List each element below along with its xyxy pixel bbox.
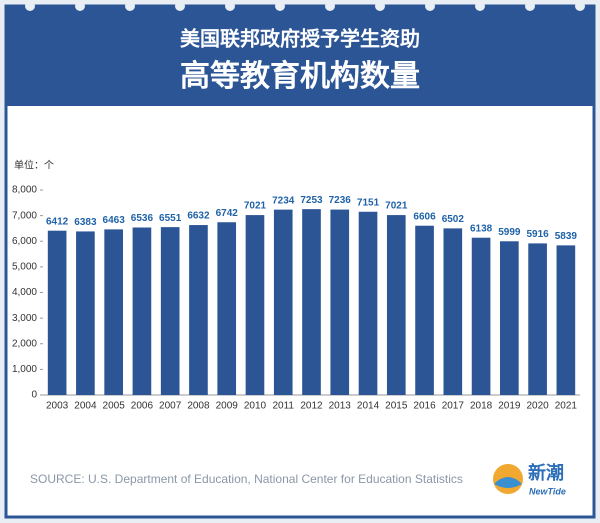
y-tick-label: 6,000	[12, 236, 37, 247]
value-label: 7234	[272, 195, 295, 206]
bar	[104, 229, 123, 395]
x-tick-label: 2012	[300, 401, 323, 412]
value-label: 6551	[159, 213, 182, 224]
x-tick-label: 2007	[159, 401, 182, 412]
bar	[189, 225, 208, 395]
x-tick-label: 2009	[216, 401, 239, 412]
logo-name: 新潮	[528, 462, 564, 483]
x-tick-label: 2006	[131, 401, 154, 412]
bar	[273, 209, 293, 395]
x-tick-label: 2021	[555, 401, 578, 412]
logo-sub: NewTide	[529, 486, 566, 496]
value-label: 6742	[216, 208, 239, 219]
bar	[358, 211, 378, 395]
source: SOURCE: U.S. Department of Education, Na…	[30, 472, 463, 486]
x-tick-label: 2019	[498, 401, 521, 412]
bar	[556, 245, 576, 395]
bar	[528, 243, 547, 395]
bar	[443, 228, 463, 395]
value-label: 6412	[46, 216, 69, 227]
y-tick-label: 3,000	[12, 313, 37, 324]
value-label: 5916	[526, 229, 549, 240]
y-tick-label: 8,000	[12, 185, 37, 196]
value-label: 6606	[413, 211, 436, 222]
value-label: 6463	[103, 215, 126, 226]
x-tick-label: 2013	[329, 401, 352, 412]
x-tick-label: 2004	[74, 401, 97, 412]
value-label: 5999	[498, 227, 521, 238]
value-label: 6383	[74, 217, 97, 228]
value-label: 7253	[300, 195, 323, 206]
x-tick-label: 2011	[272, 401, 294, 412]
x-tick-label: 2003	[46, 401, 69, 412]
x-tick-label: 2014	[357, 401, 380, 412]
logo-wave	[494, 477, 522, 488]
header-band	[6, 6, 594, 106]
bar	[330, 209, 350, 395]
bar	[302, 209, 321, 395]
x-tick-label: 2017	[442, 401, 465, 412]
value-label: 7236	[329, 195, 352, 206]
value-label: 7021	[385, 201, 408, 212]
bar	[471, 237, 491, 395]
value-label: 6632	[187, 211, 210, 222]
x-tick-label: 2020	[526, 401, 549, 412]
bar	[76, 231, 95, 395]
bar	[132, 227, 152, 395]
bar	[415, 225, 434, 395]
unit-label: 单位：个	[14, 159, 54, 172]
value-label: 6138	[470, 223, 493, 234]
bar	[386, 215, 406, 395]
value-label: 6536	[131, 213, 154, 224]
y-tick-label: 5,000	[12, 262, 37, 273]
x-tick-label: 2005	[103, 401, 126, 412]
value-label: 7021	[244, 201, 267, 212]
x-tick-label: 2015	[385, 401, 408, 412]
x-tick-label: 2008	[187, 401, 210, 412]
value-label: 6502	[442, 214, 465, 225]
y-tick-label: 4,000	[12, 287, 37, 298]
y-tick-label: 1,000	[12, 364, 37, 375]
bar	[160, 227, 180, 395]
value-label: 7151	[357, 197, 380, 208]
value-label: 5839	[555, 231, 578, 242]
bar	[500, 241, 519, 395]
x-tick-label: 2010	[244, 401, 267, 412]
bar	[47, 230, 67, 395]
chart-title: 美国联邦政府授予学生资助	[180, 26, 420, 50]
x-tick-label: 2018	[470, 401, 493, 412]
bar	[245, 215, 265, 395]
x-tick-label: 2016	[413, 401, 436, 412]
y-tick-label: 0	[31, 390, 37, 401]
chart-subtitle: 高等教育机构数量	[180, 59, 420, 93]
bar	[217, 222, 237, 395]
y-tick-label: 2,000	[12, 338, 37, 349]
y-tick-label: 7,000	[12, 210, 37, 221]
perforation	[25, 1, 585, 11]
